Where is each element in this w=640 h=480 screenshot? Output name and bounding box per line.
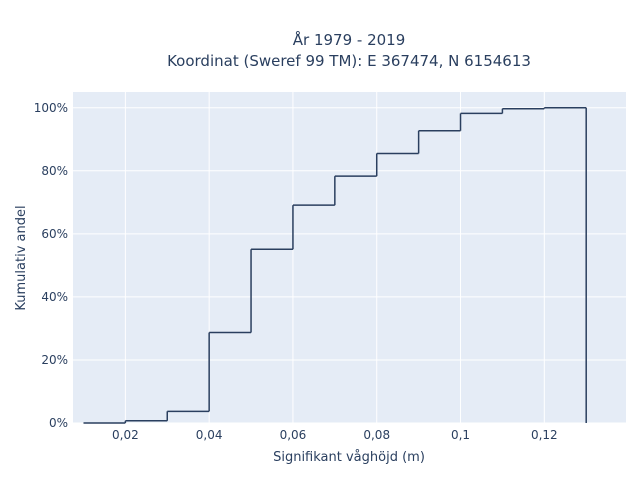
x-axis-title: Signifikant våghöjd (m) xyxy=(273,450,425,465)
x-tick-label: 0,04 xyxy=(196,428,223,442)
plot-area xyxy=(73,92,626,423)
y-tick-label: 20% xyxy=(41,353,68,367)
y-tick-label: 60% xyxy=(41,227,68,241)
series-line xyxy=(83,107,587,424)
y-tick-label: 0% xyxy=(49,416,68,430)
y-axis-title: Kumulativ andel xyxy=(14,205,29,310)
x-tick-label: 0,06 xyxy=(280,428,307,442)
grid xyxy=(73,92,626,424)
y-axis-ticks: 0% 20% 40% 60% 80% 100% xyxy=(34,101,68,430)
chart-subtitle: Koordinat (Sweref 99 TM): E 367474, N 61… xyxy=(167,52,531,70)
x-tick-label: 0,02 xyxy=(112,428,139,442)
x-tick-label: 0,12 xyxy=(531,428,558,442)
y-tick-label: 40% xyxy=(41,290,68,304)
y-tick-label: 80% xyxy=(41,164,68,178)
x-axis-ticks: 0,02 0,04 0,06 0,08 0,1 0,12 xyxy=(112,428,558,442)
series-layer xyxy=(83,107,587,424)
chart-title: År 1979 - 2019 xyxy=(293,30,406,49)
x-tick-label: 0,1 xyxy=(451,428,470,442)
x-tick-label: 0,08 xyxy=(363,428,390,442)
y-tick-label: 100% xyxy=(34,101,68,115)
